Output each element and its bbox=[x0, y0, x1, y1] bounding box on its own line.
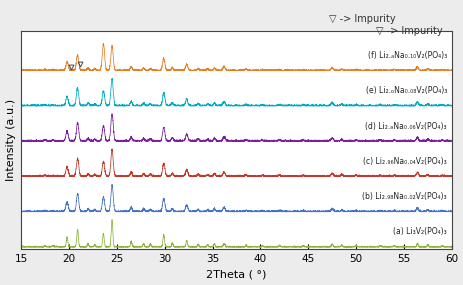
Text: (f) Li₂.ₐNa₀.₁₀V₂(PO₄)₃: (f) Li₂.ₐNa₀.₁₀V₂(PO₄)₃ bbox=[367, 51, 446, 60]
Text: (c) Li₂.₉₆Na₀.₀₄V₂(PO₄)₃: (c) Li₂.₉₆Na₀.₀₄V₂(PO₄)₃ bbox=[363, 157, 446, 166]
Text: (d) Li₂.ₔNa₀.₀₆V₂(PO₄)₃: (d) Li₂.ₔNa₀.₀₆V₂(PO₄)₃ bbox=[365, 122, 446, 131]
X-axis label: 2Theta ( °): 2Theta ( °) bbox=[206, 269, 266, 280]
Y-axis label: Intensity (a.u.): Intensity (a.u.) bbox=[6, 99, 16, 181]
Text: ▽ -> Impurity: ▽ -> Impurity bbox=[375, 26, 441, 36]
Text: ▽ -> Impurity: ▽ -> Impurity bbox=[328, 14, 394, 24]
Text: (a) Li₃V₂(PO₄)₃: (a) Li₃V₂(PO₄)₃ bbox=[393, 227, 446, 237]
Text: (e) Li₂.ₒNa₀.₀₈V₂(PO₄)₃: (e) Li₂.ₒNa₀.₀₈V₂(PO₄)₃ bbox=[365, 86, 446, 95]
Text: (b) Li₂.₉₈Na₀.₀₂V₂(PO₄)₃: (b) Li₂.₉₈Na₀.₀₂V₂(PO₄)₃ bbox=[362, 192, 446, 201]
